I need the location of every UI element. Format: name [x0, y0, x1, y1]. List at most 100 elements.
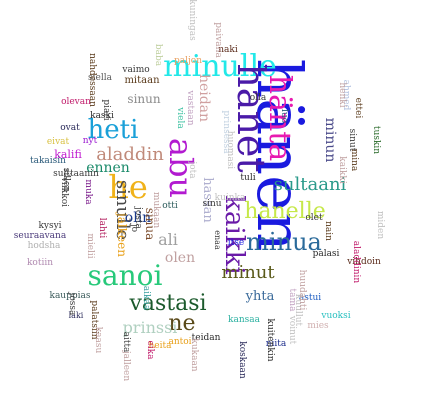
- cloud-word: naki: [218, 45, 238, 55]
- cloud-word: ali: [158, 230, 178, 249]
- cloud-word: olevan: [61, 97, 91, 107]
- cloud-word: ne: [168, 311, 195, 336]
- cloud-word: olet: [305, 213, 323, 223]
- cloud-word: aladdin: [96, 144, 164, 165]
- cloud-word: olen: [165, 250, 195, 266]
- cloud-word: vihdoin: [346, 257, 381, 267]
- cloud-word: heita: [149, 341, 173, 351]
- cloud-word: astui: [299, 293, 321, 303]
- cloud-word: heti: [88, 115, 139, 145]
- cloud-word: nyt: [83, 136, 98, 146]
- cloud-word: jossa: [67, 292, 77, 316]
- cloud-word: hanelle: [244, 199, 326, 224]
- cloud-word: otti: [162, 201, 178, 211]
- cloud-word: tama: [287, 289, 297, 313]
- cloud-word: niita: [266, 339, 287, 349]
- cloud-word: mina: [349, 149, 359, 172]
- cloud-word: baba: [153, 44, 163, 67]
- cloud-word: tuli: [240, 173, 255, 183]
- cloud-word: hänen: [243, 58, 316, 251]
- cloud-word: viikkoi: [59, 176, 69, 207]
- cloud-word: seuraavana: [14, 231, 67, 241]
- cloud-word: minua: [246, 228, 322, 256]
- cloud-word: aitta: [121, 332, 131, 353]
- cloud-word: kuningas: [187, 0, 197, 41]
- cloud-word: kansaa: [228, 315, 261, 325]
- cloud-word: ahmed: [341, 80, 351, 111]
- cloud-word: piari: [101, 99, 111, 120]
- cloud-word: minun: [322, 118, 338, 163]
- cloud-word: ovat: [60, 123, 80, 133]
- cloud-word: miden: [375, 211, 385, 240]
- cloud-word: laki: [69, 311, 84, 320]
- cloud-word: aladdinin: [351, 241, 361, 284]
- cloud-word: jota: [187, 160, 197, 179]
- cloud-word: vastaan: [185, 89, 195, 125]
- cloud-word: siella: [88, 73, 113, 83]
- cloud-word: prinsessa: [221, 110, 231, 154]
- cloud-word: olla: [250, 93, 267, 103]
- cloud-word: sulttaanin: [53, 169, 99, 179]
- cloud-word: nain: [323, 221, 333, 241]
- cloud-word: muka: [83, 179, 93, 205]
- cloud-word: kaikki: [337, 156, 347, 184]
- cloud-word: jalleen: [121, 350, 131, 382]
- cloud-word: kuinka: [215, 193, 246, 203]
- cloud-word: heidan: [196, 74, 212, 122]
- cloud-word: sultaani: [274, 174, 347, 195]
- cloud-word: vuoksi: [320, 311, 350, 321]
- cloud-word: olin: [125, 210, 151, 226]
- cloud-word: sinu: [202, 199, 221, 209]
- cloud-word: ennen: [86, 160, 130, 176]
- cloud-word: jo: [129, 223, 139, 232]
- cloud-word: kaikki: [219, 195, 249, 274]
- cloud-word: jalkeen: [115, 211, 129, 257]
- cloud-word: teidan: [192, 333, 221, 343]
- cloud-word: kuullut: [293, 294, 303, 327]
- cloud-word: hodsha: [28, 241, 61, 251]
- cloud-word: yhta: [245, 289, 275, 304]
- cloud-word: kalifi: [54, 148, 82, 161]
- cloud-word: sinulle: [112, 180, 133, 240]
- cloud-word: hänta: [262, 75, 297, 162]
- cloud-word: ettei: [353, 98, 363, 119]
- cloud-word: hassan: [200, 177, 215, 223]
- cloud-word: eika: [145, 340, 155, 360]
- cloud-word: mies: [307, 321, 329, 331]
- cloud-word: huudahti: [297, 270, 307, 311]
- cloud-word: huomasi: [225, 131, 235, 170]
- cloud-word: mukaan: [151, 192, 161, 229]
- cloud-word: palatsiin: [89, 300, 99, 339]
- cloud-word: eivat: [47, 137, 70, 147]
- cloud-word: hanet: [229, 63, 273, 172]
- cloud-word: vastasi: [128, 291, 206, 316]
- cloud-word: abu: [162, 138, 200, 198]
- cloud-word: enaa: [213, 230, 222, 250]
- cloud-word: takaisin: [30, 156, 66, 166]
- cloud-word: kauppias: [49, 291, 90, 301]
- cloud-word: sinun: [127, 92, 160, 106]
- cloud-word: kysyi: [38, 221, 61, 231]
- cloud-word: aikaa: [141, 286, 151, 311]
- cloud-word: paljon: [174, 56, 202, 66]
- cloud-word: sanoi: [88, 259, 163, 292]
- cloud-word: palasi: [313, 249, 340, 259]
- cloud-word: kuitenkin: [265, 319, 275, 362]
- cloud-word: mielii: [85, 233, 95, 258]
- cloud-word: vaimo: [121, 65, 149, 75]
- cloud-word: sillen: [61, 168, 71, 193]
- cloud-word: luo: [279, 109, 289, 123]
- cloud-word: mitaan: [124, 75, 160, 86]
- cloud-word: josta: [133, 206, 143, 229]
- cloud-word: viela: [175, 106, 185, 129]
- cloud-word: prinssi: [123, 318, 178, 337]
- cloud-word: minut: [221, 262, 275, 283]
- cloud-word: kukaan: [189, 338, 199, 371]
- cloud-word: koskaan: [237, 341, 247, 379]
- cloud-word: lahti: [97, 218, 107, 239]
- cloud-word: itse: [228, 238, 244, 248]
- cloud-word: henki: [337, 82, 347, 107]
- cloud-word: he: [108, 168, 148, 206]
- cloud-word: nahdessaan: [87, 53, 97, 107]
